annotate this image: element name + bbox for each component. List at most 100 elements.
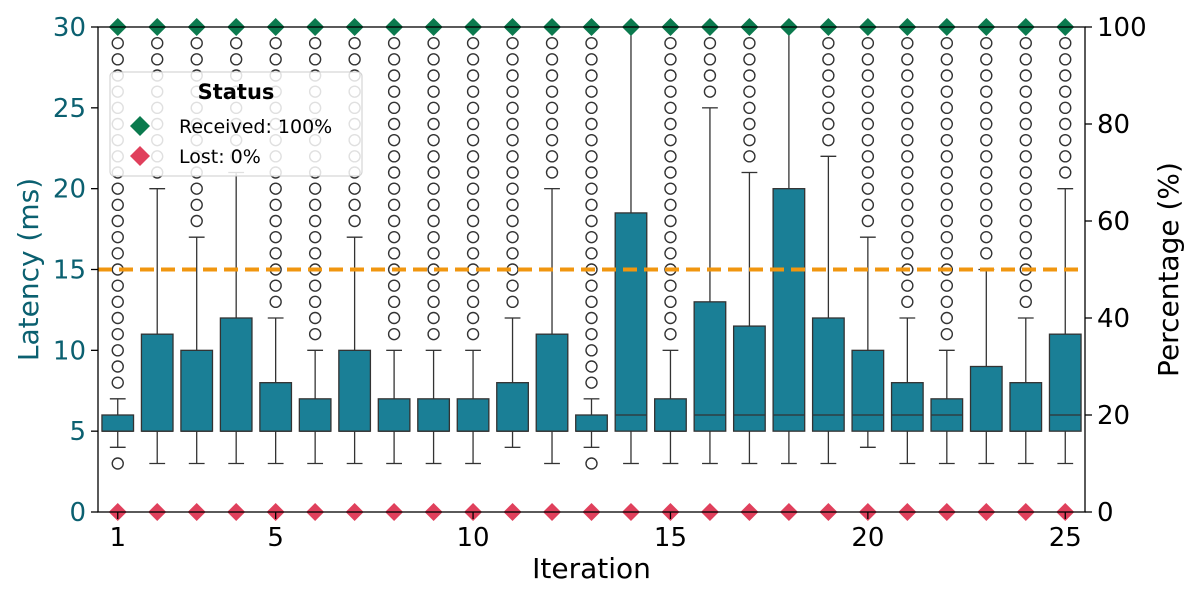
outlier-point xyxy=(545,150,559,163)
outlier-point xyxy=(585,327,598,341)
outlier-point xyxy=(1059,117,1072,131)
outlier-point xyxy=(940,85,954,98)
outlier-point xyxy=(506,182,519,195)
outlier-point xyxy=(861,36,875,50)
outlier-point xyxy=(703,69,717,82)
outlier-point xyxy=(1019,150,1032,163)
x-tick-label: 15 xyxy=(654,523,687,553)
outlier-point xyxy=(980,214,993,228)
outlier-point xyxy=(190,198,203,212)
outlier-point xyxy=(111,295,124,309)
box-body xyxy=(654,398,687,432)
outlier-point xyxy=(1019,101,1032,115)
outlier-point xyxy=(861,69,875,82)
outlier-point xyxy=(466,182,480,195)
outlier-point xyxy=(940,150,954,163)
box-21 xyxy=(890,317,924,465)
outlier-point xyxy=(427,36,440,50)
outlier-point xyxy=(901,214,914,228)
outlier-point xyxy=(229,36,243,50)
outlier-point xyxy=(506,214,519,228)
outlier-point xyxy=(387,133,401,147)
y-left-tick-label: 30 xyxy=(53,13,86,43)
outlier-point xyxy=(308,53,322,66)
box-body xyxy=(772,188,806,432)
box-body xyxy=(140,333,174,432)
outlier-point xyxy=(111,344,124,357)
outlier-point xyxy=(1019,230,1032,244)
outlier-point xyxy=(308,247,322,260)
outlier-point xyxy=(743,85,756,98)
box-22 xyxy=(930,349,964,465)
outlier-point xyxy=(111,327,124,341)
box-12 xyxy=(535,188,569,465)
outlier-point xyxy=(980,182,993,195)
y-right-tick-label: 80 xyxy=(1097,110,1130,140)
outlier-point xyxy=(585,117,598,131)
y-left-tick-label: 5 xyxy=(69,417,86,447)
outlier-point xyxy=(980,36,993,50)
outlier-point xyxy=(1019,69,1032,82)
outlier-point xyxy=(940,117,954,131)
box-20 xyxy=(851,236,885,448)
outlier-point xyxy=(348,214,361,228)
outlier-point xyxy=(940,133,954,147)
outlier-point xyxy=(506,117,519,131)
outlier-point xyxy=(980,150,993,163)
outlier-point xyxy=(1019,85,1032,98)
outlier-point xyxy=(466,279,480,292)
outlier-point xyxy=(743,53,756,66)
outlier-point xyxy=(585,53,598,66)
outlier-point xyxy=(387,150,401,163)
outlier-point xyxy=(427,182,440,195)
outlier-point xyxy=(861,150,875,163)
outlier-point xyxy=(901,230,914,244)
outlier-point xyxy=(861,198,875,212)
outlier-point xyxy=(1059,133,1072,147)
outlier-point xyxy=(743,117,756,131)
outlier-point xyxy=(308,36,322,50)
outlier-point xyxy=(940,36,954,50)
outlier-point xyxy=(111,247,124,260)
outlier-point xyxy=(387,295,401,309)
outlier-point xyxy=(585,85,598,98)
outlier-point xyxy=(427,117,440,131)
x-tick-label: 5 xyxy=(267,523,284,553)
outlier-point xyxy=(940,198,954,212)
outlier-point xyxy=(427,150,440,163)
x-axis-title: Iteration xyxy=(532,552,651,585)
box-13 xyxy=(575,398,608,448)
outlier-point xyxy=(664,69,677,82)
outlier-point xyxy=(585,133,598,147)
outlier-point xyxy=(545,133,559,147)
outlier-point xyxy=(506,279,519,292)
outlier-point xyxy=(940,214,954,228)
box-14 xyxy=(614,26,648,465)
outlier-point xyxy=(111,279,124,292)
outlier-point xyxy=(901,36,914,50)
box-body xyxy=(417,398,451,432)
axes: 1 5 10 15 20 25051015202530020406080100Iterat… xyxy=(12,13,1185,585)
box-17 xyxy=(732,171,766,465)
box-25 xyxy=(1048,188,1082,465)
outlier-point xyxy=(427,166,440,179)
x-tick-label: 25 xyxy=(1049,523,1082,553)
outlier-point xyxy=(190,36,203,50)
outlier-point xyxy=(427,101,440,115)
outlier-point xyxy=(1019,214,1032,228)
outlier-point xyxy=(427,133,440,147)
outlier-point xyxy=(427,69,440,82)
box-3 xyxy=(180,236,214,465)
outlier-point xyxy=(506,133,519,147)
outlier-point xyxy=(980,247,993,260)
outlier-point xyxy=(940,327,954,341)
outlier-point xyxy=(387,117,401,131)
outlier-point xyxy=(387,182,401,195)
x-tick-label: 1 xyxy=(109,523,126,553)
outlier-point xyxy=(269,279,282,292)
y-left-tick-label: 25 xyxy=(53,94,86,124)
outlier-point xyxy=(269,36,282,50)
outlier-point xyxy=(269,247,282,260)
outlier-point xyxy=(111,198,124,212)
